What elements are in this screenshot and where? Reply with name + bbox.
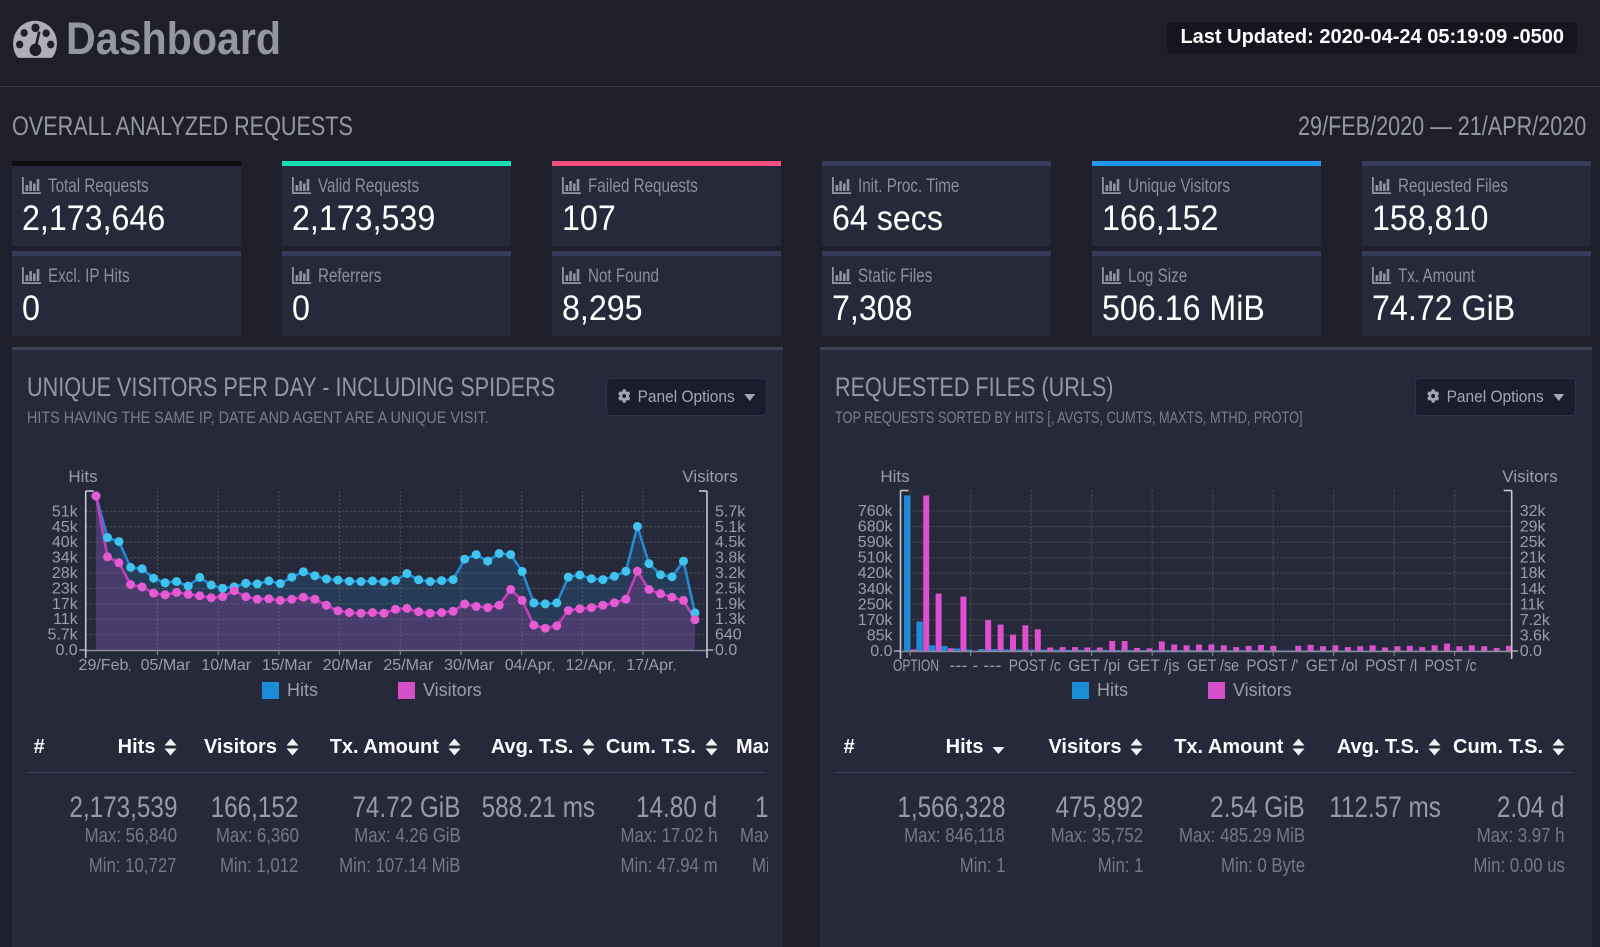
svg-text:12/Apr‚: 12/Apr‚ [565, 657, 615, 674]
svg-text:10/Mar: 10/Mar [201, 657, 251, 674]
svg-text:0.0: 0.0 [1520, 643, 1542, 660]
svg-text:OPTION: OPTION [893, 656, 939, 675]
svg-text:POST /c: POST /c [1425, 656, 1477, 675]
svg-text:28k: 28k [52, 565, 79, 582]
svg-text:14k: 14k [1520, 581, 1547, 598]
svg-text:Visitors: Visitors [682, 467, 737, 486]
svg-text:11k: 11k [53, 611, 79, 628]
svg-text:3.8k: 3.8k [715, 550, 746, 567]
svg-text:45k: 45k [52, 519, 79, 536]
svg-text:GET /pi: GET /pi [1068, 656, 1120, 675]
svg-text:5.1k: 5.1k [715, 519, 746, 536]
svg-text:Hits: Hits [68, 467, 97, 486]
svg-text:3.6k: 3.6k [1520, 627, 1551, 644]
svg-text:1.9k: 1.9k [715, 596, 746, 613]
svg-text:11k: 11k [1520, 596, 1546, 613]
svg-text:GET /ol: GET /ol [1306, 656, 1358, 675]
svg-text:20/Mar: 20/Mar [323, 657, 373, 674]
svg-text:17/Apr‚: 17/Apr‚ [626, 657, 676, 674]
svg-text:680k: 680k [858, 519, 894, 536]
svg-text:760k: 760k [858, 503, 894, 520]
svg-text:51k: 51k [52, 503, 79, 520]
svg-text:4.5k: 4.5k [715, 534, 746, 551]
svg-text:1.3k: 1.3k [715, 611, 746, 628]
svg-text:Visitors: Visitors [1233, 680, 1292, 700]
svg-text:POST /': POST /' [1246, 656, 1298, 675]
svg-text:0.0: 0.0 [55, 642, 77, 659]
svg-text:Hits: Hits [287, 680, 318, 700]
svg-text:18k: 18k [1520, 565, 1547, 582]
svg-text:23k: 23k [52, 580, 79, 597]
svg-text:30/Mar: 30/Mar [444, 657, 494, 674]
svg-text:--- - ---: --- - --- [949, 656, 1001, 675]
svg-text:5.7k: 5.7k [715, 503, 746, 520]
svg-text:15/Mar: 15/Mar [262, 657, 312, 674]
svg-text:170k: 170k [858, 612, 894, 629]
svg-text:25/Mar: 25/Mar [383, 657, 433, 674]
svg-text:17k: 17k [52, 596, 79, 613]
svg-text:04/Apr‚: 04/Apr‚ [505, 657, 555, 674]
svg-text:25k: 25k [1520, 534, 1547, 551]
svg-text:420k: 420k [858, 565, 894, 582]
svg-text:590k: 590k [858, 534, 894, 551]
svg-text:POST /l: POST /l [1365, 656, 1417, 675]
svg-text:0.0: 0.0 [870, 643, 892, 660]
svg-text:05/Mar: 05/Mar [141, 657, 191, 674]
svg-text:2.5k: 2.5k [715, 580, 746, 597]
svg-text:Hits: Hits [1097, 680, 1128, 700]
svg-text:510k: 510k [858, 550, 894, 567]
svg-text:21k: 21k [1520, 550, 1547, 567]
svg-text:32k: 32k [1520, 503, 1547, 520]
svg-text:Visitors: Visitors [423, 680, 482, 700]
svg-text:GET /se: GET /se [1187, 656, 1239, 675]
svg-text:29/Feb‚: 29/Feb‚ [79, 657, 131, 674]
svg-text:34k: 34k [52, 550, 79, 567]
svg-text:340k: 340k [858, 581, 894, 598]
svg-text:40k: 40k [52, 534, 79, 551]
svg-text:0.0: 0.0 [715, 642, 737, 659]
svg-text:29k: 29k [1520, 519, 1547, 536]
svg-text:3.2k: 3.2k [715, 565, 746, 582]
svg-text:POST /c: POST /c [1009, 656, 1061, 675]
svg-text:Hits: Hits [880, 467, 909, 486]
svg-text:250k: 250k [858, 596, 894, 613]
svg-text:85k: 85k [867, 627, 894, 644]
svg-text:Visitors: Visitors [1502, 467, 1557, 486]
svg-text:7.2k: 7.2k [1520, 612, 1551, 629]
svg-text:GET /js: GET /js [1128, 656, 1180, 675]
